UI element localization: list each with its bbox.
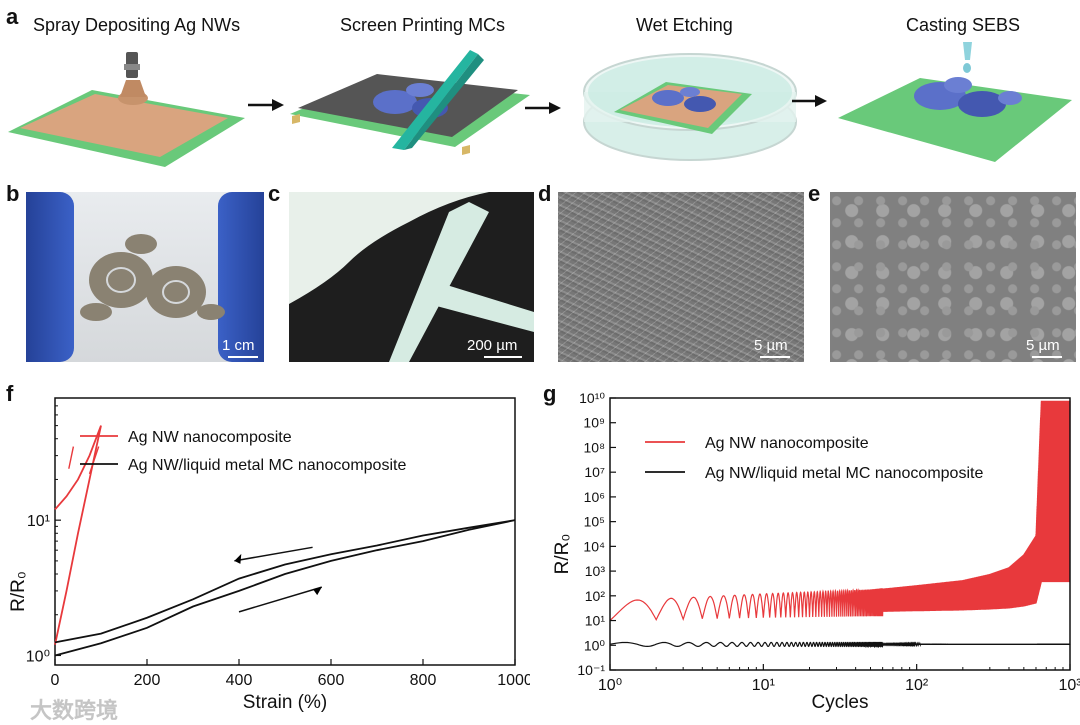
x-axis-label: Cycles <box>811 692 868 713</box>
silver-nanowire-film <box>20 94 228 157</box>
red-up-arrow <box>88 446 100 475</box>
unloading-arrow <box>234 546 313 562</box>
step1-illustration <box>8 52 245 167</box>
arrow-icon-2 <box>525 102 561 114</box>
rose-print <box>80 234 225 321</box>
step-title-2: Screen Printing MCs <box>340 15 506 35</box>
glove-left <box>26 192 74 362</box>
loading-arrow <box>238 586 323 613</box>
scale-bar-label-c: 200 µm <box>467 337 518 354</box>
y-axis-label: R/R₀ <box>8 571 29 612</box>
scale-bar-b <box>228 356 258 358</box>
y-tick-label: 10⁹ <box>583 415 605 431</box>
scale-bar-label-b: 1 cm <box>222 337 255 354</box>
x-tick-label: 10³ <box>1058 677 1080 694</box>
x-tick-label: 400 <box>226 672 253 689</box>
y-tick-label: 10⁰ <box>584 637 606 653</box>
y-tick-label: 10¹⁰ <box>579 390 605 406</box>
watermark: 大数跨境 <box>30 698 119 723</box>
chart-strain-resistance: 0 200 400 600 800 1000 10⁰ 10¹ Strain (%) R/R₀ Ag … <box>8 397 530 713</box>
x-tick-label: 200 <box>134 672 161 689</box>
panel-label-f: f <box>6 381 14 406</box>
y-axis-label: R/R₀ <box>552 534 573 575</box>
y-tick-label: 10⁻¹ <box>577 662 605 678</box>
step3-illustration <box>583 53 797 161</box>
step4-illustration <box>838 42 1072 162</box>
scale-bar-label-d: 5 µm <box>754 337 788 354</box>
y-tick-label: 10⁰ <box>26 648 50 665</box>
x-tick-label: 600 <box>318 672 345 689</box>
x-tick-label: 0 <box>51 672 60 689</box>
y-tick-label: 10⁸ <box>584 439 606 455</box>
x-tick-label: 10⁰ <box>598 677 622 694</box>
scale-bar-label-e: 5 µm <box>1026 337 1060 354</box>
scale-bar-c <box>484 356 522 358</box>
step-title-1: Spray Depositing Ag NWs <box>33 15 241 35</box>
y-tick-label: 10¹ <box>585 613 606 629</box>
series-line-ag-nw <box>54 425 102 645</box>
legend-label: Ag NW/liquid metal MC nanocomposite <box>705 465 983 482</box>
arrow-icon-3 <box>792 95 827 107</box>
squeegee <box>392 50 478 150</box>
series-line-ag-nw <box>609 400 1071 622</box>
liquid-metal-trace <box>289 192 489 304</box>
rose-pattern-4 <box>914 77 1022 117</box>
y-tick-label: 10⁵ <box>584 514 605 530</box>
panel-label-a: a <box>6 4 19 29</box>
series-line-ag-nw-lm-mc <box>54 519 516 657</box>
series-line-ag-nw-lm-mc <box>609 641 1071 648</box>
y-tick-label: 10³ <box>585 563 606 579</box>
plot-frame <box>609 397 1071 671</box>
sebs-droplet <box>963 63 971 73</box>
legend-label: Ag NW nanocomposite <box>705 435 869 452</box>
rose-pattern-3 <box>652 87 716 112</box>
step-title-3: Wet Etching <box>636 15 733 35</box>
sem-liquid-metal-microcapsules: 5 µm <box>830 192 1076 362</box>
x-tick-label: 1000 <box>497 672 530 689</box>
x-tick-label: 10¹ <box>752 677 775 694</box>
x-tick-label: 800 <box>410 672 437 689</box>
y-tick-label: 10⁷ <box>584 464 605 480</box>
x-axis-label: Strain (%) <box>243 692 327 713</box>
legend-label: Ag NW nanocomposite <box>128 429 292 446</box>
y-tick-label: 10⁶ <box>584 489 605 505</box>
step2-illustration <box>290 50 530 155</box>
micrograph-printed-line: 200 µm <box>289 192 534 362</box>
process-schematic <box>8 42 1072 167</box>
panel-label-d: d <box>538 181 552 206</box>
dropper-icon <box>963 42 972 60</box>
legend-label: Ag NW/liquid metal MC nanocomposite <box>128 457 406 474</box>
y-tick-label: 10² <box>585 588 606 604</box>
photo-sample-rose: 1 cm <box>26 192 264 362</box>
scale-bar-d <box>760 356 790 358</box>
panel-label-c: c <box>268 181 281 206</box>
plot-frame <box>54 397 516 666</box>
y-tick-label: 10⁴ <box>583 538 605 554</box>
panel-label-b: b <box>6 181 20 206</box>
y-tick-label: 10¹ <box>27 513 50 530</box>
x-tick-label: 10² <box>905 677 929 694</box>
red-down-arrow <box>68 446 75 469</box>
arrow-icon-1 <box>248 99 284 111</box>
scale-bar-e <box>1032 356 1062 358</box>
panel-label-g: g <box>543 381 557 406</box>
panel-label-e: e <box>808 181 821 206</box>
loading-arrow-head <box>312 587 322 596</box>
chart-cycles-resistance: 10⁰ 10¹ 10² 10³10⁻¹10⁰10¹10²10³10⁴10⁵10⁶10⁷… <box>552 390 1080 713</box>
step-title-4: Casting SEBS <box>906 15 1021 35</box>
glove-right <box>218 192 264 362</box>
unloading-arrow-head <box>234 553 242 564</box>
sem-silver-nanowires: 5 µm <box>558 192 804 362</box>
